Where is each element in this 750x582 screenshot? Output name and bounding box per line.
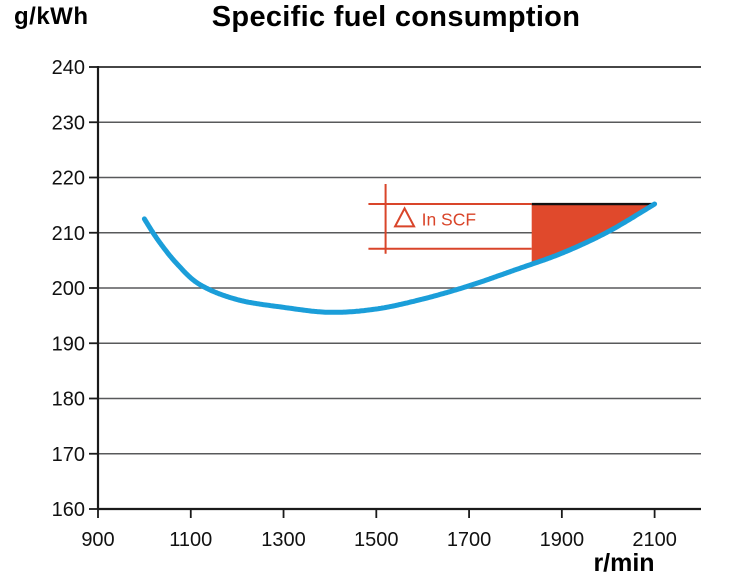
x-tick-label: 1900 — [540, 529, 585, 551]
x-tick-label: 1100 — [169, 529, 212, 551]
annotation-label: In SCF — [422, 209, 476, 229]
y-tick-label: 220 — [52, 168, 85, 190]
y-tick-label: 240 — [52, 57, 85, 79]
y-tick-label: 230 — [52, 112, 85, 134]
y-tick-label: 170 — [52, 444, 85, 466]
y-tick-label: 200 — [52, 278, 85, 300]
chart-title: Specific fuel consumption — [211, 1, 581, 33]
x-tick-label: 1300 — [261, 529, 306, 551]
y-axis-unit-label: g/kWh — [14, 3, 89, 30]
y-tick-label: 160 — [52, 499, 85, 521]
delta-triangle-icon — [393, 206, 416, 228]
x-tick-label: 1700 — [447, 529, 492, 551]
y-tick-label: 210 — [52, 223, 85, 245]
y-tick-label: 190 — [52, 333, 85, 355]
x-tick-label: 900 — [81, 529, 114, 551]
x-axis-unit-label: r/min — [593, 549, 655, 577]
sfc-curve — [141, 201, 658, 315]
x-tick-label: 1500 — [354, 529, 399, 551]
y-tick-label: 180 — [52, 389, 85, 411]
x-tick-label: 2100 — [632, 529, 677, 551]
scf-delta-fill-area — [531, 204, 655, 265]
